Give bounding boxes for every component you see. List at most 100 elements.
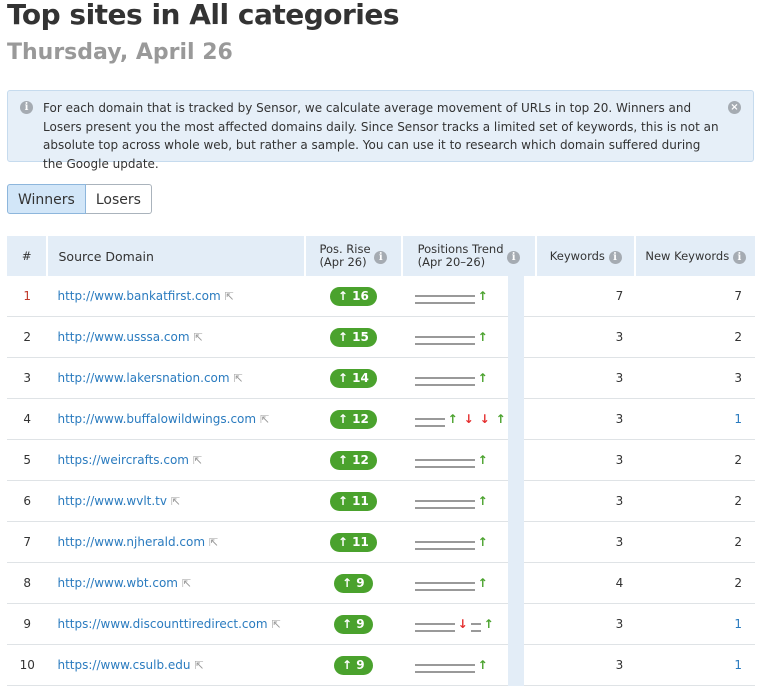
trend-dash-icon [434,623,445,632]
header-trend-sub: (Apr 20–26) [417,255,486,269]
table-row: 5 https://weircrafts.com ⇱ ↑ 12 ↑ 3 2 [7,439,755,481]
domain-link[interactable]: http://www.wbt.com [57,576,178,590]
trend-up-icon: ↑ [483,617,494,631]
header-new-keywords[interactable]: New Keywords i [635,236,755,276]
pos-rise-badge: ↑ 15 [329,327,377,347]
domain-link[interactable]: http://www.njherald.com [57,535,206,549]
trend-dash-icon [464,336,475,345]
trend-down-icon: ↓ [479,412,490,426]
trend-dash-icon [464,664,475,673]
rank: 10 [7,644,48,686]
positions-trend: ↑ [402,481,536,521]
keywords-count: 3 [536,316,636,358]
header-trend: Positions Trend (Apr 20–26) i [401,236,538,276]
info-icon[interactable]: i [732,250,746,264]
header-keywords-label: Keywords [549,248,605,263]
trend-dash-icon [434,541,445,550]
trend-up-icon: ↑ [477,535,488,549]
trend-dash-icon [444,623,455,632]
new-keywords-count[interactable]: 1 [635,644,755,686]
domain-link[interactable]: https://www.discounttiredirect.com [57,617,268,631]
header-pos-rise[interactable]: Pos. Rise (Apr 26) i [304,236,403,276]
trend-dash-icon [414,582,425,591]
pos-rise-badge: ↑ 11 [329,491,377,511]
rank: 2 [7,316,48,358]
pos-rise-badge: ↑ 12 [329,409,377,429]
info-banner: i For each domain that is tracked by Sen… [7,90,754,171]
external-link-icon[interactable]: ⇱ [224,290,234,303]
domain-link[interactable]: http://www.lakersnation.com [57,371,230,385]
pos-rise-value: 12 [352,411,369,426]
trend-dash-icon [414,377,425,386]
trend-dash-icon [464,459,475,468]
trend-dash-icon [414,295,425,304]
trend-dash-icon [454,459,465,468]
pos-rise-value: 11 [352,534,369,549]
domain-link[interactable]: http://www.bankatfirst.com [57,289,221,303]
external-link-icon[interactable]: ⇱ [194,659,204,672]
tab-winners[interactable]: Winners [7,184,86,214]
trend-dash-icon [464,500,475,509]
trend-dash-icon [464,377,475,386]
external-link-icon[interactable]: ⇱ [260,413,270,426]
trend-dash-icon [424,336,435,345]
rank: 1 [7,276,48,317]
header-keywords[interactable]: Keywords i [536,236,637,276]
new-keywords-count: 2 [635,521,755,563]
keywords-count: 7 [536,276,636,317]
pos-rise-badge: ↑ 16 [329,286,377,306]
positions-trend: ↑ [402,317,536,357]
new-keywords-count: 2 [635,439,755,481]
trend-dash-icon [424,582,435,591]
keywords-count: 4 [536,562,636,604]
positions-trend: ↓ ↑ [402,604,536,644]
new-keywords-count[interactable]: 1 [635,398,755,440]
table-row: 6 http://www.wvlt.tv ⇱ ↑ 11 ↑ 3 2 [7,480,755,522]
external-link-icon[interactable]: ⇱ [209,536,219,549]
close-circle-icon[interactable]: × [728,101,741,114]
new-keywords-count[interactable]: 1 [635,603,755,645]
trend-dash-icon [444,459,455,468]
pos-rise-value: 16 [352,288,369,303]
external-link-icon[interactable]: ⇱ [271,618,281,631]
trend-dash-icon [414,541,425,550]
domain-link[interactable]: http://www.buffalowildwings.com [57,412,257,426]
domain-link[interactable]: http://www.usssa.com [57,330,190,344]
table-row: 10 https://www.csulb.edu ⇱ ↑ 9 ↑ 3 1 [7,644,755,686]
domain-link[interactable]: http://www.wvlt.tv [57,494,167,508]
info-icon[interactable]: i [608,250,622,264]
trend-down-icon: ↓ [463,412,474,426]
pos-rise-badge: ↑ 11 [329,532,377,552]
info-icon[interactable]: i [374,250,388,264]
rank: 9 [7,603,48,645]
trend-dash-icon [454,295,465,304]
rank: 7 [7,521,48,563]
pos-rise-value: 14 [352,370,369,385]
keywords-count: 3 [536,521,636,563]
trend-dash-icon [464,541,475,550]
winners-losers-toggle: Winners Losers [7,184,152,214]
info-icon[interactable]: i [507,250,521,264]
trend-up-icon: ↑ [495,412,506,426]
trend-up-icon: ↑ [477,453,488,467]
domain-link[interactable]: https://weircrafts.com [57,453,189,467]
positions-trend: ↑ [402,440,536,480]
external-link-icon[interactable]: ⇱ [181,577,192,590]
trend-dash-icon [434,418,445,427]
external-link-icon[interactable]: ⇱ [170,495,181,508]
domain-link[interactable]: https://www.csulb.edu [57,658,191,672]
keywords-count: 3 [536,480,636,522]
external-link-icon[interactable]: ⇱ [193,331,203,344]
trend-dash-icon [414,500,425,509]
trend-dash-icon [414,623,425,632]
external-link-icon[interactable]: ⇱ [233,372,243,385]
new-keywords-count: 7 [635,276,755,317]
trend-dash-icon [444,582,455,591]
tab-losers[interactable]: Losers [85,184,152,214]
trend-dash-icon [434,582,445,591]
external-link-icon[interactable]: ⇱ [193,454,203,467]
positions-trend: ↑ ↓ ↓ ↑ [402,399,536,439]
trend-down-icon: ↓ [457,617,468,631]
trend-dash-icon [444,541,455,550]
trend-dash-icon [424,295,435,304]
